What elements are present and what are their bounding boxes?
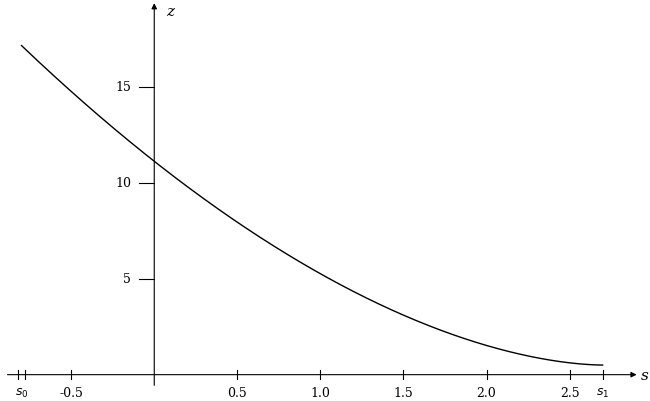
Text: 5: 5 xyxy=(123,273,131,286)
Text: s: s xyxy=(641,368,649,382)
Text: 2.5: 2.5 xyxy=(560,386,579,399)
Text: 2.0: 2.0 xyxy=(476,386,497,399)
Text: 1.5: 1.5 xyxy=(394,386,413,399)
Text: -0.5: -0.5 xyxy=(59,386,83,399)
Text: 0.5: 0.5 xyxy=(227,386,247,399)
Text: $s_0$: $s_0$ xyxy=(14,386,28,399)
Text: 10: 10 xyxy=(115,177,131,190)
Text: $s_1$: $s_1$ xyxy=(596,386,610,399)
Text: z: z xyxy=(166,5,174,19)
Text: 15: 15 xyxy=(115,81,131,94)
Text: 1.0: 1.0 xyxy=(311,386,330,399)
